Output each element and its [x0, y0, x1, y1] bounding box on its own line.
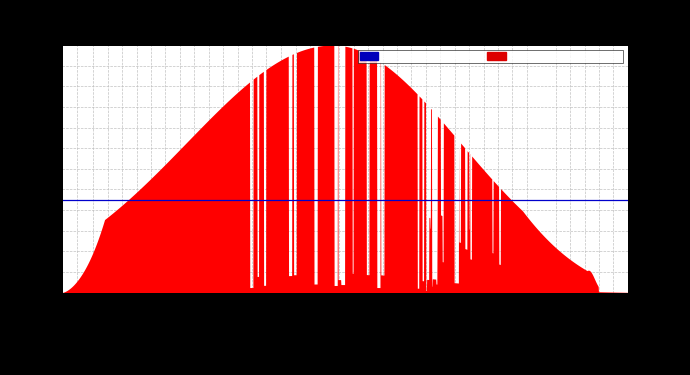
Text: Copyright 2012 Cartronics.com: Copyright 2012 Cartronics.com	[59, 32, 229, 42]
Text: 1445.83: 1445.83	[0, 196, 58, 205]
Text: 1445.83: 1445.83	[632, 196, 690, 205]
Text: Total PV Panel Power & Average Power Sat Sep 8 19:01: Total PV Panel Power & Average Power Sat…	[85, 6, 605, 24]
Legend: Average  (DC Watts), PV Panels  (DC Watts): Average (DC Watts), PV Panels (DC Watts)	[358, 50, 623, 63]
